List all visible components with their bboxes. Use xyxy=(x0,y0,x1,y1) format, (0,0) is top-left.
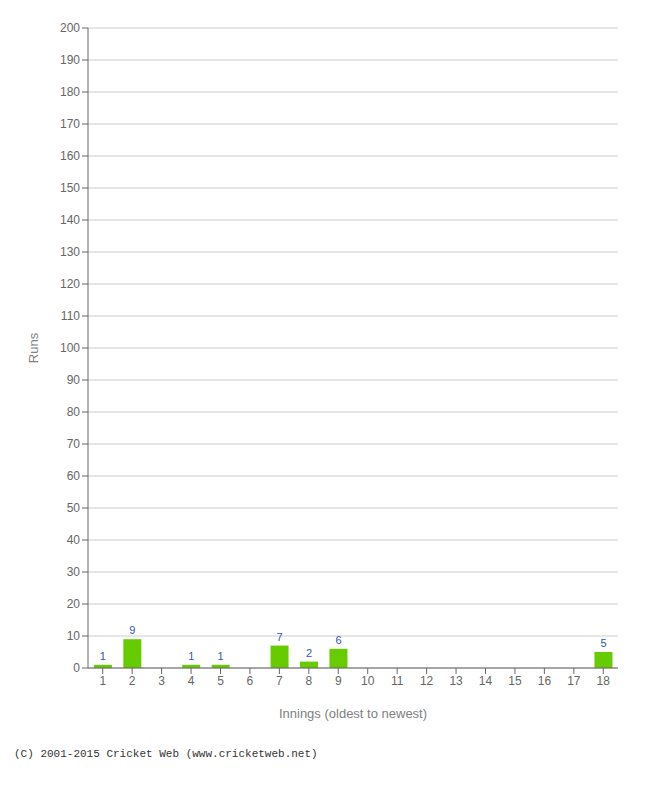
svg-text:1: 1 xyxy=(218,650,224,662)
svg-text:9: 9 xyxy=(335,674,342,688)
svg-text:170: 170 xyxy=(60,117,80,131)
svg-text:10: 10 xyxy=(361,674,375,688)
svg-text:12: 12 xyxy=(420,674,434,688)
svg-text:1: 1 xyxy=(188,650,194,662)
svg-text:50: 50 xyxy=(67,501,81,515)
svg-text:7: 7 xyxy=(276,631,282,643)
svg-text:Runs: Runs xyxy=(26,332,41,363)
svg-text:10: 10 xyxy=(67,629,81,643)
svg-text:80: 80 xyxy=(67,405,81,419)
svg-text:16: 16 xyxy=(538,674,552,688)
svg-text:6: 6 xyxy=(247,674,254,688)
svg-text:130: 130 xyxy=(60,245,80,259)
svg-text:200: 200 xyxy=(60,21,80,35)
svg-text:30: 30 xyxy=(67,565,81,579)
svg-text:3: 3 xyxy=(158,674,165,688)
svg-text:40: 40 xyxy=(67,533,81,547)
svg-text:180: 180 xyxy=(60,85,80,99)
svg-text:13: 13 xyxy=(449,674,463,688)
svg-text:190: 190 xyxy=(60,53,80,67)
svg-text:70: 70 xyxy=(67,437,81,451)
svg-text:100: 100 xyxy=(60,341,80,355)
svg-text:0: 0 xyxy=(73,661,80,675)
svg-text:90: 90 xyxy=(67,373,81,387)
svg-text:150: 150 xyxy=(60,181,80,195)
svg-text:9: 9 xyxy=(129,624,135,636)
svg-text:20: 20 xyxy=(67,597,81,611)
svg-text:1: 1 xyxy=(100,650,106,662)
svg-text:140: 140 xyxy=(60,213,80,227)
svg-text:120: 120 xyxy=(60,277,80,291)
svg-text:11: 11 xyxy=(391,674,404,688)
svg-text:5: 5 xyxy=(600,637,606,649)
svg-text:6: 6 xyxy=(335,634,341,646)
svg-text:110: 110 xyxy=(61,309,80,323)
svg-text:7: 7 xyxy=(276,674,283,688)
svg-text:160: 160 xyxy=(60,149,80,163)
svg-text:8: 8 xyxy=(305,674,312,688)
svg-text:18: 18 xyxy=(597,674,611,688)
svg-text:5: 5 xyxy=(217,674,224,688)
svg-text:Innings (oldest to newest): Innings (oldest to newest) xyxy=(279,706,427,721)
svg-text:17: 17 xyxy=(567,674,581,688)
svg-text:1: 1 xyxy=(99,674,106,688)
html-text:(C) 2001-2015 Cricket Web (www: (C) 2001-2015 Cricket Web (www.cricketwe… xyxy=(14,748,318,760)
svg-text:60: 60 xyxy=(67,469,81,483)
svg-text:15: 15 xyxy=(508,674,522,688)
svg-text:2: 2 xyxy=(129,674,136,688)
svg-text:4: 4 xyxy=(188,674,195,688)
svg-text:2: 2 xyxy=(306,647,312,659)
svg-text:14: 14 xyxy=(479,674,493,688)
